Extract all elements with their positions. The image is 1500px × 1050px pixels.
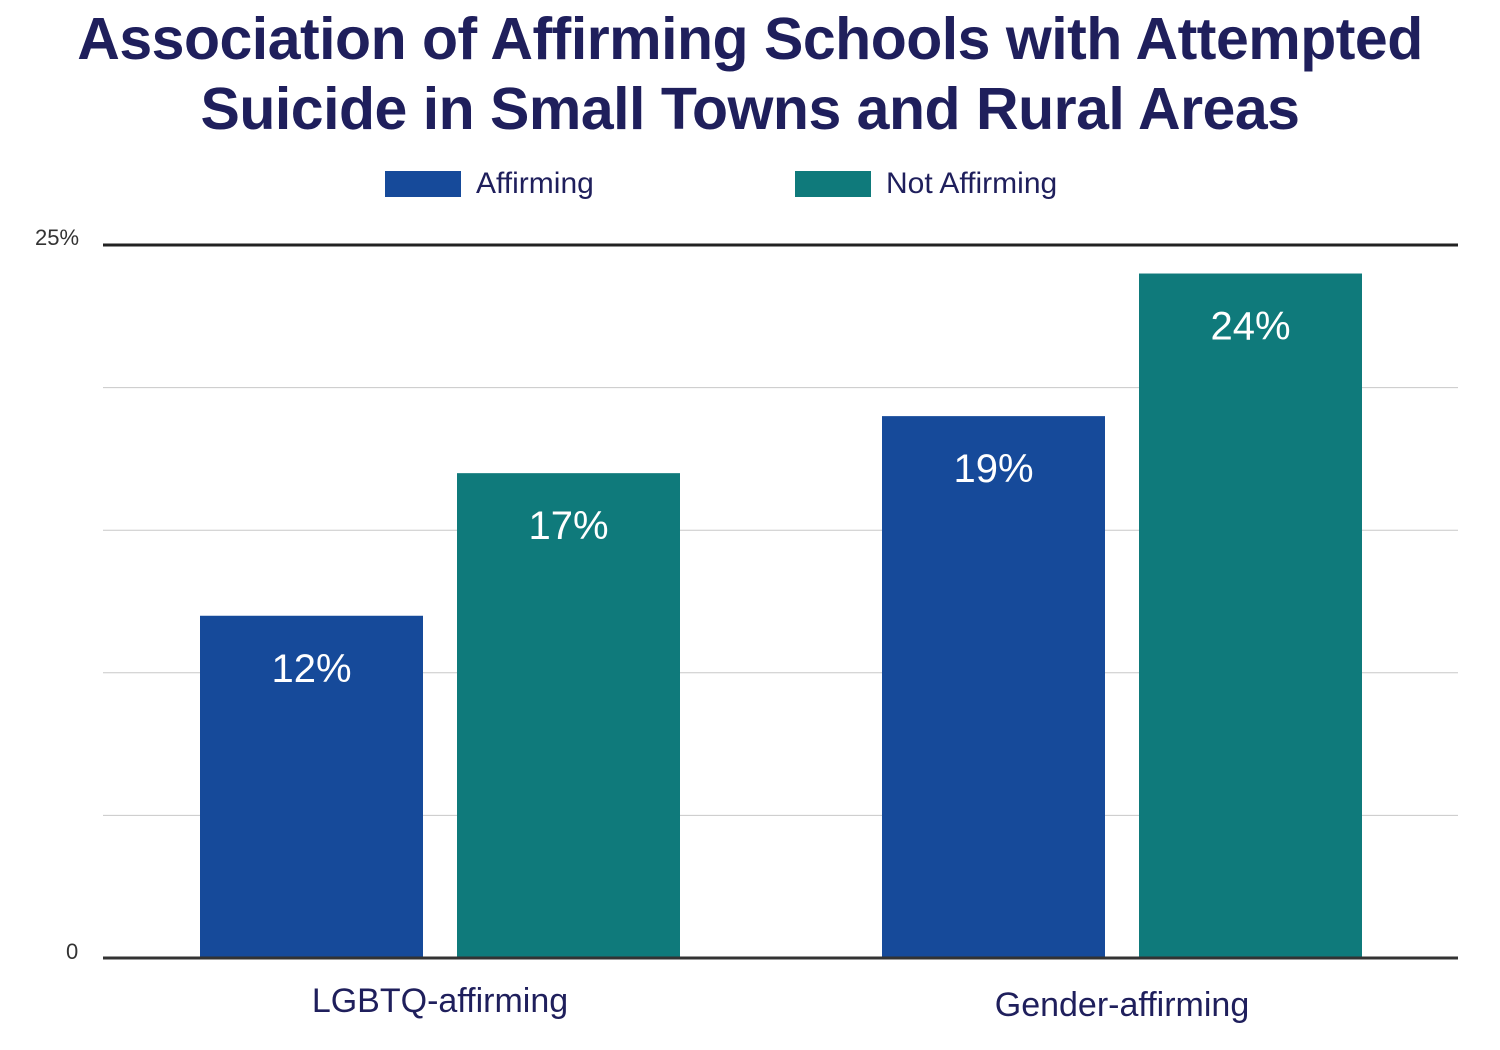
bar-affirming-lgbtq-affirming <box>200 615 423 958</box>
legend-label-not-affirming: Not Affirming <box>886 167 1058 200</box>
data-label: 17% <box>528 504 608 548</box>
x-tick-label: LGBTQ-affirming <box>312 982 568 1020</box>
chart-title-line-2: Suicide in Small Towns and Rural Areas <box>200 76 1300 142</box>
bar-not-affirming-gender-affirming <box>1139 273 1362 958</box>
data-label: 12% <box>271 647 351 691</box>
chart-title-line-1: Association of Affirming Schools with At… <box>77 6 1423 72</box>
legend-swatch-not-affirming <box>795 171 871 197</box>
bar-not-affirming-lgbtq-affirming <box>457 473 680 958</box>
legend-swatch-affirming <box>385 171 461 197</box>
data-label: 19% <box>953 447 1033 491</box>
data-label: 24% <box>1210 305 1290 349</box>
y-tick-label-bottom: 0 <box>66 939 78 964</box>
bar-affirming-gender-affirming <box>882 416 1105 958</box>
chart-title: Association of Affirming Schools with At… <box>0 4 1500 144</box>
x-tick-label: Gender-affirming <box>995 986 1250 1024</box>
legend-label-affirming: Affirming <box>476 167 594 200</box>
legend: Affirming Not Affirming <box>0 165 1500 205</box>
y-tick-label-top: 25% <box>35 225 79 250</box>
